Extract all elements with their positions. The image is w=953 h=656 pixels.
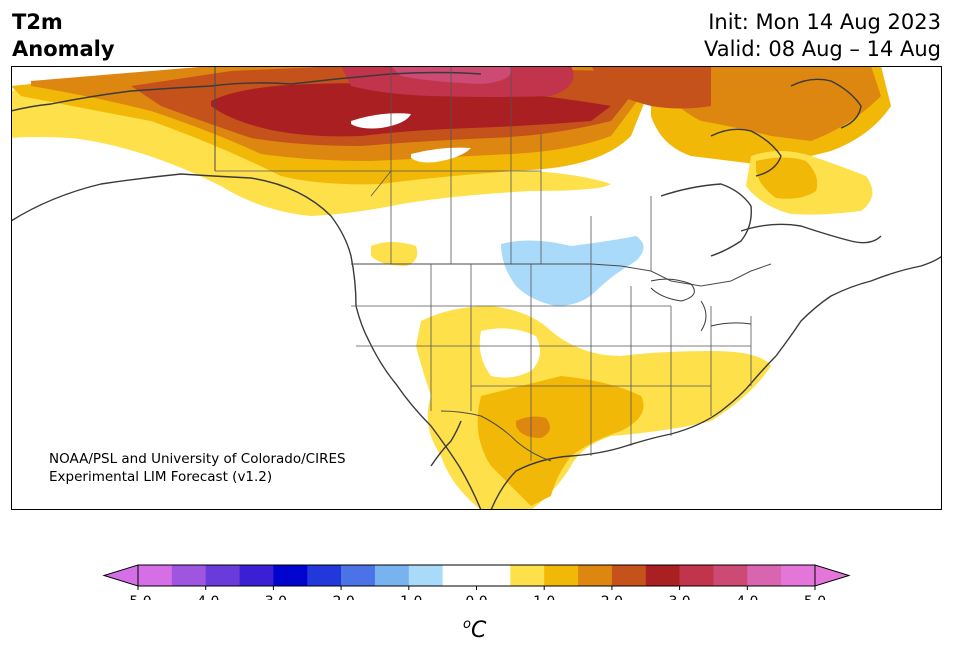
anomaly-contour-south-1.5 xyxy=(516,416,550,438)
colorbar-tick-label: -2.0 xyxy=(327,594,354,600)
state-province-borders xyxy=(215,66,752,461)
colorbar-tick-label: 3.0 xyxy=(668,594,690,600)
great-lakes xyxy=(650,278,752,332)
colorbar-bin xyxy=(408,565,443,586)
anomaly-map xyxy=(11,66,942,510)
colorbar-min-arrow xyxy=(102,564,139,587)
colorbar-max-arrow xyxy=(814,564,851,587)
colorbar-bin xyxy=(713,565,748,586)
colorbar-tick-label: -4.0 xyxy=(192,594,219,600)
anomaly-contour-idaho-0.5 xyxy=(371,242,418,266)
colorbar-tick-label: 5.0 xyxy=(804,594,826,600)
colorbar-bin xyxy=(544,565,579,586)
colorbar-bin xyxy=(205,565,240,586)
colorbar-bin xyxy=(442,565,477,586)
anomaly-contour-hudson-1.0 xyxy=(756,157,818,199)
anomaly-contour-northeast-2.0 xyxy=(591,66,711,109)
colorbar-tick-label: 1.0 xyxy=(533,594,555,600)
coastlines xyxy=(11,71,942,510)
colorbar: -5.0 -4.0 -3.0 -2.0 -1.0 0.0 1.0 2.0 3.0 4.0 5.0 xyxy=(102,564,851,600)
colorbar-tick-label: 0.0 xyxy=(465,594,487,600)
colorbar-bin xyxy=(510,565,545,586)
variable-label: T2m xyxy=(12,10,63,34)
colorbar-tick-label: -1.0 xyxy=(395,594,422,600)
init-date: Init: Mon 14 Aug 2023 xyxy=(708,10,941,34)
unit-letter: C xyxy=(470,618,487,643)
colorbar-tick-label: 2.0 xyxy=(601,594,623,600)
colorbar-bin xyxy=(273,565,308,586)
colorbar-bin xyxy=(374,565,410,586)
unit-degree-symbol: o xyxy=(463,617,471,632)
colorbar-bin xyxy=(679,565,714,586)
forecast-dates: Init: Mon 14 Aug 2023 Valid: 08 Aug – 14… xyxy=(704,9,941,63)
map-title: T2m Anomaly xyxy=(12,9,115,63)
great-bear-lake xyxy=(411,147,471,163)
colorbar-bin xyxy=(645,565,680,586)
colorbar-bin xyxy=(611,565,647,586)
colorbar-tick-label: 4.0 xyxy=(736,594,758,600)
colorbar-bin xyxy=(578,565,613,586)
colorbar-bin xyxy=(239,565,274,586)
credit-text: NOAA/PSL and University of Colorado/CIRE… xyxy=(49,450,346,486)
colorbar-bin xyxy=(781,565,816,586)
valid-range: Valid: 08 Aug – 14 Aug xyxy=(703,37,941,61)
colorbar-tick-label: -5.0 xyxy=(124,594,151,600)
colorbar-bin xyxy=(747,565,782,586)
colorbar-bin xyxy=(138,565,173,586)
credit-line-1: NOAA/PSL and University of Colorado/CIRE… xyxy=(49,451,346,467)
anomaly-contour-plains-neg-0.5 xyxy=(501,236,644,306)
anomaly-contour-south-1.0 xyxy=(477,376,644,506)
anomaly-contour-northeast-1.5 xyxy=(661,66,881,141)
product-label: Anomaly xyxy=(12,37,115,61)
colorbar-unit: oC xyxy=(463,617,486,643)
colorbar-bin xyxy=(341,565,376,586)
great-slave-lake xyxy=(351,113,411,129)
credit-line-2: Experimental LIM Forecast (v1.2) xyxy=(49,469,273,485)
colorbar-tick-label: -3.0 xyxy=(260,594,287,600)
map-frame xyxy=(11,66,942,510)
anomaly-contour-south-gap xyxy=(479,328,540,378)
colorbar-bin xyxy=(307,565,342,586)
colorbar-bin xyxy=(171,565,206,586)
colorbar-bin xyxy=(476,565,511,586)
